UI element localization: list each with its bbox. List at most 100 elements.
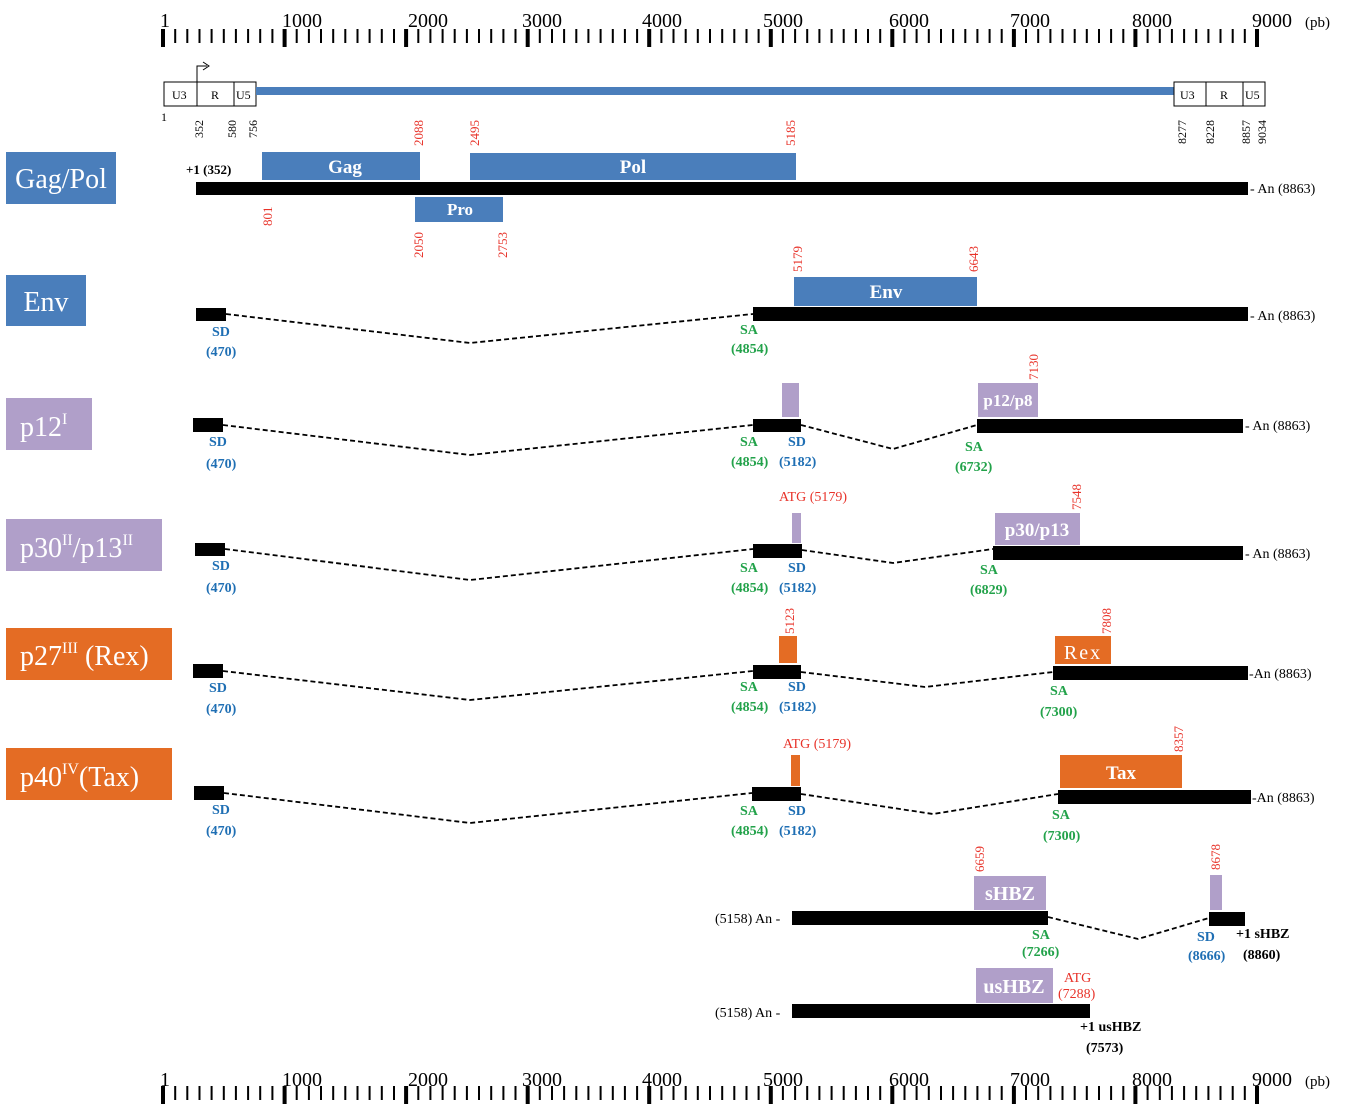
top-ruler-tick (768, 29, 773, 47)
bottom-ruler-tick (903, 1086, 906, 1100)
ltr5-r: R (211, 88, 219, 102)
p12-sd2: SD (788, 435, 806, 450)
label-box-tax (6, 748, 172, 800)
env-exon1 (196, 308, 226, 321)
bottom-ruler-tick (1219, 1086, 1222, 1100)
transcript-rex: p27III (Rex) Rex 5123 7808 -An (8863) SD… (6, 608, 1312, 720)
top-ruler-tick (964, 29, 967, 43)
provirus: U3 R U5 U3 R U5 1 352 580 756 8277 8228 … (161, 61, 1269, 144)
rex-atg-mark (779, 636, 797, 663)
bottom-ruler-tick (525, 1086, 530, 1104)
bottom-ruler-label-8000: 8000 (1132, 1069, 1172, 1091)
ushbz-exon (792, 1004, 1090, 1018)
bottom-ruler-tick (222, 1086, 225, 1100)
orf-rex (1055, 636, 1111, 664)
bottom-ruler-tick (404, 1086, 409, 1104)
tax-exon1 (194, 786, 224, 800)
ltr3-box (1173, 81, 1266, 107)
bottom-ruler-tick (514, 1086, 517, 1100)
ruler-unit: (pb) (1305, 15, 1330, 31)
tax-sa1: SA (740, 804, 759, 819)
rex-exon2 (753, 665, 801, 679)
top-ruler-tick (332, 29, 335, 43)
rex-polya: -An (8863) (1249, 667, 1312, 682)
ruler-label-8000: 8000 (1132, 10, 1172, 32)
shbz-exon2 (1209, 912, 1245, 926)
ruler-label-9000: 9000 (1252, 10, 1292, 32)
top-ruler-tick (794, 29, 797, 43)
top-ruler-tick (1073, 29, 1076, 43)
bottom-ruler-tick (1098, 1086, 1100, 1100)
bottom-ruler-tick (563, 1086, 566, 1100)
top-ruler-tick (234, 29, 237, 43)
tax-sd2-pos: (5182) (779, 824, 817, 839)
ltr3-u5: U5 (1245, 88, 1260, 102)
shbz-intron (1047, 916, 1210, 940)
top-ruler-tick (368, 29, 371, 43)
label-box-p12 (6, 398, 92, 450)
orf-shbz-label: sHBZ (985, 883, 1035, 905)
bottom-ruler-tick (781, 1086, 784, 1100)
bottom-ruler-tick (502, 1086, 505, 1100)
bottom-ruler-tick (599, 1086, 602, 1100)
ruler-label-5000: 5000 (763, 10, 803, 32)
top-ruler-tick (271, 29, 274, 43)
bottom-ruler-label-3000: 3000 (522, 1069, 562, 1091)
orf-env-label: Env (870, 282, 903, 303)
top-ruler-tick (709, 29, 711, 43)
bottom-ruler-tick (721, 1086, 724, 1100)
orf-p30p13-label: p30/p13 (1005, 520, 1069, 541)
top-ruler-tick (429, 29, 432, 43)
tss-arrow (196, 65, 207, 82)
tax-exon2 (752, 787, 801, 801)
rex-sd1: SD (209, 681, 227, 696)
bottom-ruler-tick (210, 1086, 213, 1100)
orf-tax (1060, 755, 1182, 788)
p30-sd2: SD (788, 561, 806, 576)
top-ruler-tick (502, 29, 505, 43)
top-ruler-tick (1255, 29, 1259, 47)
top-ruler-tick (1207, 29, 1210, 43)
bottom-ruler-tick (478, 1086, 480, 1100)
bottom-ruler-tick (1037, 1086, 1040, 1100)
label-box-p30 (6, 519, 162, 571)
num-6643: 6643 (966, 246, 981, 272)
rex-sa2-pos: (7300) (1040, 705, 1078, 720)
label-env: Env (23, 287, 68, 318)
top-ruler-tick (1158, 29, 1161, 43)
rex-sd1-pos: (470) (206, 702, 237, 717)
top-ruler-tick (890, 29, 895, 47)
rex-sd2-pos: (5182) (779, 700, 817, 715)
env-intron (225, 313, 754, 344)
tax-sd1: SD (212, 803, 230, 818)
p30-sd1: SD (212, 559, 230, 574)
label-box-gagpol (6, 152, 116, 204)
top-ruler-tick (490, 29, 493, 43)
top-ruler-tick (380, 29, 383, 43)
bottom-ruler-tick (830, 1086, 833, 1100)
ushbz-start: +1 usHBZ (1080, 1020, 1141, 1035)
bottom-ruler-tick (636, 1086, 639, 1100)
p30-exon3 (993, 546, 1243, 560)
bottom-ruler-tick (1049, 1086, 1052, 1100)
bottom-ruler-ticks (161, 1086, 1259, 1104)
bottom-ruler-tick (271, 1086, 274, 1100)
rex-sa2: SA (1050, 684, 1069, 699)
p12-intron2 (800, 424, 978, 450)
top-ruler-tick (818, 29, 821, 43)
top-ruler-tick (465, 29, 468, 43)
bottom-ruler-tick (1158, 1086, 1161, 1100)
bottom-ruler-tick (1183, 1086, 1186, 1100)
top-ruler-tick (478, 29, 480, 43)
bottom-ruler-tick (806, 1086, 809, 1100)
transcript-tax: p40IV(Tax) ATG (5179) Tax 8357 -An (8863… (6, 726, 1315, 844)
top-ruler-tick (1085, 29, 1088, 43)
bottom-ruler-tick (320, 1086, 322, 1100)
ltr3-u3: U3 (1180, 88, 1195, 102)
top-ruler-tick (538, 29, 541, 43)
bottom-ruler-tick (964, 1086, 967, 1100)
top-ruler-tick (1231, 29, 1234, 43)
bottom-ruler-tick (976, 1086, 979, 1100)
